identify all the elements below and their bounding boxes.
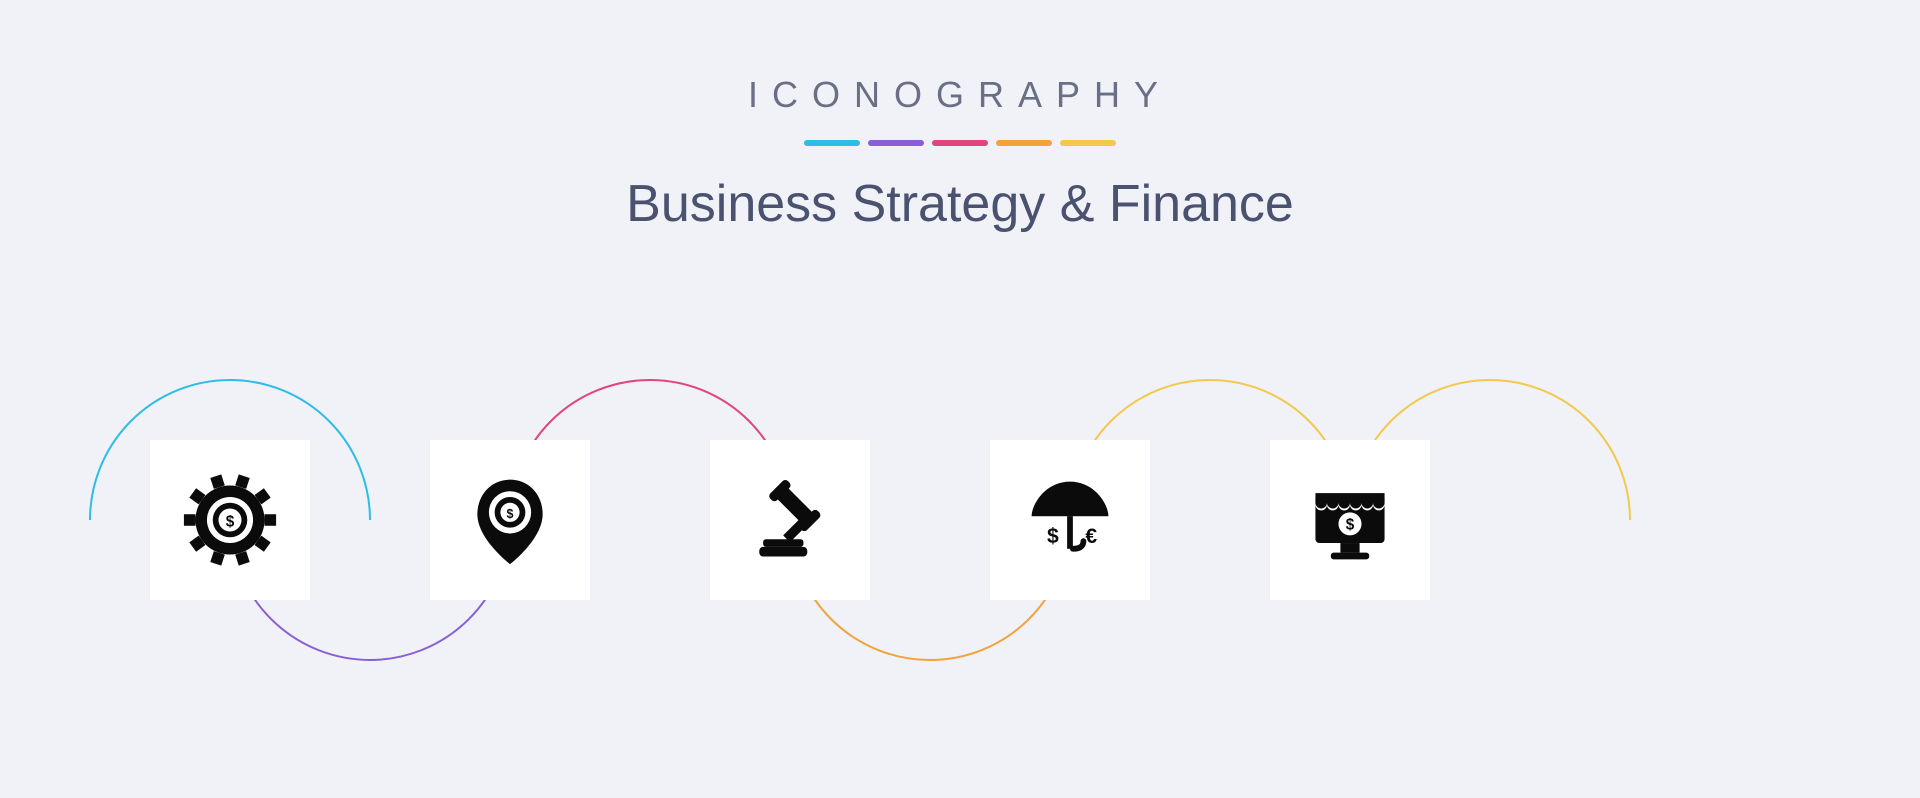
pin-target-icon: $: [462, 472, 558, 568]
svg-text:$: $: [1047, 525, 1059, 548]
gear-dollar-icon: $: [182, 472, 278, 568]
gavel-icon: [742, 472, 838, 568]
svg-text:$: $: [507, 507, 514, 521]
page-subtitle: Business Strategy & Finance: [0, 174, 1920, 234]
umbrella-money-icon: $€: [1022, 472, 1118, 568]
svg-text:$: $: [226, 514, 235, 531]
svg-text:$: $: [1346, 517, 1355, 534]
brand-title: ICONOGRAPHY: [0, 74, 1920, 116]
color-bar-2: [932, 140, 988, 146]
color-bar-0: [804, 140, 860, 146]
gavel-card: [710, 440, 870, 600]
color-bar-row: [0, 140, 1920, 146]
pin-target-card: $: [430, 440, 590, 600]
online-store-icon: $: [1302, 472, 1398, 568]
color-bar-3: [996, 140, 1052, 146]
online-store-card: $: [1270, 440, 1430, 600]
gear-dollar-card: $: [150, 440, 310, 600]
icon-stage: $$$€$: [0, 340, 1920, 760]
umbrella-money-card: $€: [990, 440, 1150, 600]
color-bar-4: [1060, 140, 1116, 146]
header: ICONOGRAPHY Business Strategy & Finance: [0, 0, 1920, 234]
color-bar-1: [868, 140, 924, 146]
svg-text:€: €: [1085, 525, 1097, 548]
